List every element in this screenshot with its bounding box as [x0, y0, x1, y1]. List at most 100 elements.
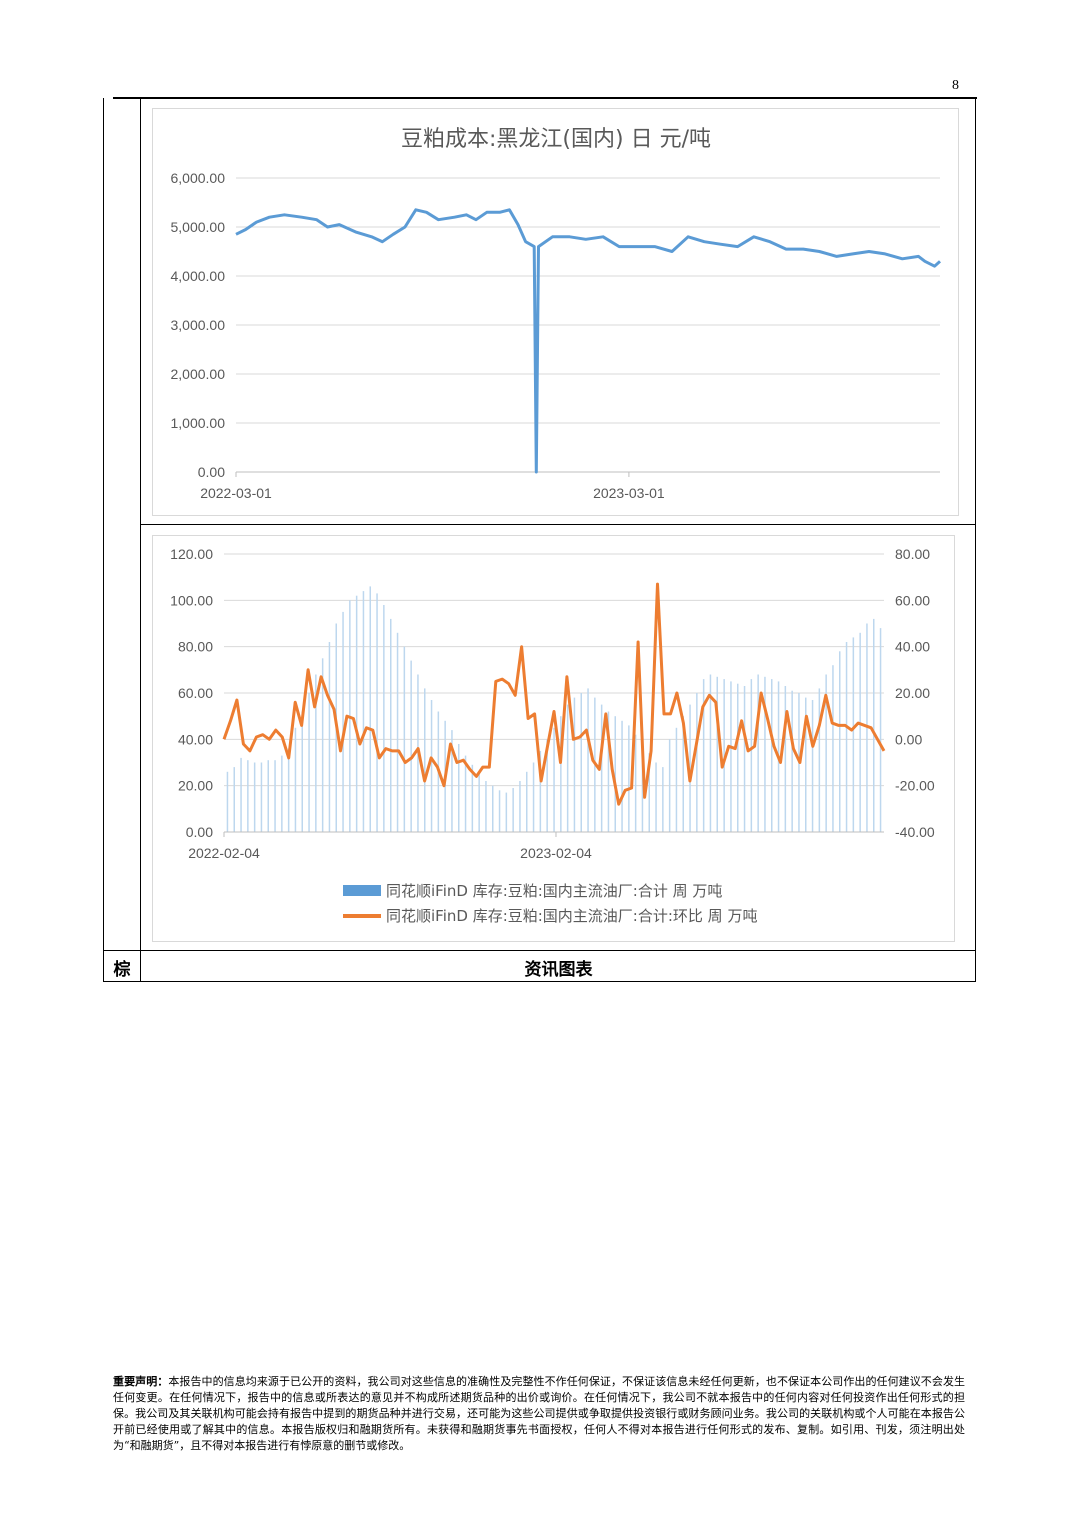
row-divider — [140, 524, 976, 525]
inventory-bar — [621, 720, 623, 832]
y-left-tick-label: 100.00 — [170, 592, 213, 608]
y-right-tick-label: -40.00 — [895, 824, 935, 840]
inventory-bar — [832, 665, 834, 832]
cost-chart: 豆粕成本:黑龙江(国内) 日 元/吨 0.00 1,000.00 2,000.00 3,… — [152, 108, 959, 516]
inventory-bar — [403, 646, 406, 832]
y-tick-label: 0.00 — [198, 464, 225, 480]
footer-section-title: 资讯图表 — [524, 959, 593, 980]
inventory-bar — [396, 632, 399, 832]
y-left-tick-label: 60.00 — [178, 685, 213, 701]
inventory-bar — [764, 676, 766, 832]
y-right-tick-label: 40.00 — [895, 639, 930, 655]
inventory-bar — [737, 683, 739, 832]
inventory-bar — [634, 734, 637, 832]
legend-swatch-inventory — [343, 885, 381, 896]
disclaimer-body: 本报告中的信息均来源于已公开的资料，我公司对这些信息的准确性及完整性不作任何保证… — [113, 1375, 966, 1452]
inventory-bar — [308, 693, 310, 832]
inventory-bar — [430, 700, 433, 832]
inventory-bar — [607, 711, 610, 832]
inventory-bar — [587, 688, 589, 832]
inventory-bar — [383, 605, 385, 832]
inventory-bar — [274, 760, 276, 832]
inventory-bar — [845, 642, 848, 832]
series-line-change — [222, 582, 886, 806]
inventory-bar — [301, 711, 303, 832]
inventory-bar — [566, 704, 569, 832]
inventory-bar — [859, 632, 861, 832]
x-tick-label: 2022-03-01 — [200, 485, 272, 501]
inventory-bar — [424, 688, 426, 832]
y-right-tick-label: 0.00 — [895, 731, 922, 747]
y-tick-label: 5,000.00 — [171, 219, 226, 235]
inventory-bar — [560, 716, 562, 832]
y-left-tick-label: 40.00 — [178, 731, 213, 747]
inventory-bar — [723, 679, 725, 832]
inventory-bar — [696, 693, 698, 832]
y-left-tick-label: 0.00 — [186, 824, 213, 840]
inventory-bar — [478, 771, 480, 832]
inventory-bar — [546, 739, 548, 832]
inventory-bar — [580, 693, 582, 832]
inventory-bar — [743, 686, 746, 832]
legend-label-change: 同花顺iFinD 库存:豆粕:国内主流油厂:合计:环比 周 万吨 — [386, 907, 757, 925]
inventory-bar — [505, 792, 508, 832]
inventory-bar — [811, 700, 814, 832]
inventory-bar — [655, 762, 657, 832]
inventory-bar — [512, 788, 514, 832]
y-left-tick-label: 80.00 — [178, 639, 213, 655]
inventory-bar — [233, 767, 235, 832]
inventory-bar — [294, 727, 297, 833]
inventory-bar — [526, 771, 528, 832]
inventory-bar — [498, 790, 501, 832]
inventory-bar — [226, 771, 229, 832]
inventory-bar — [757, 674, 759, 832]
inventory-bar — [464, 755, 467, 832]
inventory-bar — [771, 679, 773, 832]
inventory-bar — [668, 739, 671, 832]
x-tick-label: 2022-02-04 — [188, 845, 260, 861]
inventory-bar — [492, 785, 494, 832]
inventory-bar — [328, 642, 331, 832]
inventory-bar — [614, 716, 616, 832]
y-right-tick-label: -20.00 — [895, 778, 935, 794]
inventory-bar — [709, 674, 712, 832]
inventory-bar — [852, 637, 855, 832]
inventory-bar — [805, 697, 807, 832]
chart-title: 豆粕成本:黑龙江(国内) 日 元/吨 — [401, 127, 711, 152]
inventory-bar — [662, 767, 664, 832]
inventory-bar — [458, 744, 460, 832]
inventory-bar — [376, 593, 378, 832]
inventory-bar — [784, 686, 787, 832]
inventory-bar — [390, 618, 392, 832]
y-tick-label: 6,000.00 — [171, 170, 226, 186]
y-tick-label: 1,000.00 — [171, 415, 226, 431]
inventory-chart: 0.00 20.00 40.00 60.00 80.00 100.00 120.00 -40.… — [152, 535, 955, 942]
inventory-bar — [628, 725, 630, 832]
page-number: 8 — [952, 78, 959, 93]
inventory-bar — [539, 750, 542, 832]
x-tick-label: 2023-02-04 — [520, 845, 592, 861]
inventory-bar — [791, 690, 793, 832]
inventory-bar — [839, 651, 841, 832]
inventory-bar — [689, 704, 691, 832]
inventory-bar — [240, 757, 242, 832]
disclaimer: 重要声明：本报告中的信息均来源于已公开的资料，我公司对这些信息的准确性及完整性不… — [113, 1374, 965, 1454]
y-tick-label: 2,000.00 — [171, 366, 226, 382]
disclaimer-heading: 重要声明： — [113, 1375, 169, 1388]
inventory-bar — [682, 716, 684, 832]
inventory-bar — [648, 753, 650, 832]
y-right-tick-label: 20.00 — [895, 685, 930, 701]
inventory-bar — [879, 628, 882, 832]
y-tick-label: 4,000.00 — [171, 268, 226, 284]
footer-row-divider — [103, 950, 976, 951]
inventory-bar — [818, 688, 821, 832]
inventory-bar — [315, 674, 317, 832]
inventory-bar — [342, 611, 344, 832]
y-right-tick-label: 60.00 — [895, 592, 930, 608]
inventory-bar — [260, 762, 263, 832]
inventory-bar — [281, 755, 283, 832]
inventory-bar — [369, 586, 371, 832]
inventory-bar — [750, 679, 753, 832]
inventory-bar — [362, 591, 365, 832]
inventory-bar — [247, 760, 249, 832]
